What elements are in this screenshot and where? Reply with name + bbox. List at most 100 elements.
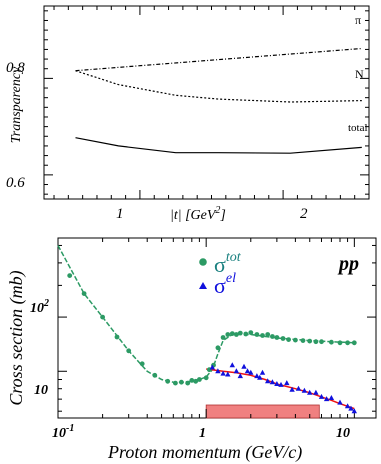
point-el bbox=[278, 381, 284, 387]
ytick-label-10: 10 bbox=[34, 383, 48, 398]
cross-section-series bbox=[57, 245, 357, 414]
point-tot bbox=[337, 340, 343, 346]
point-tot bbox=[293, 337, 298, 343]
cross-section-yticklabels: 102 10 bbox=[30, 298, 49, 398]
point-tot bbox=[139, 361, 145, 367]
momentum-band bbox=[205, 404, 320, 419]
point-el bbox=[269, 379, 276, 385]
series-line-pi bbox=[75, 47, 362, 72]
point-tot bbox=[274, 335, 280, 340]
xtick-label-1: 1 bbox=[199, 426, 206, 441]
point-el bbox=[301, 387, 308, 393]
point-tot bbox=[179, 379, 184, 385]
point-tot bbox=[215, 345, 221, 351]
legend-marker-tot bbox=[199, 258, 207, 266]
xtick-label-10: 10 bbox=[336, 426, 350, 441]
fit-tot-curve bbox=[57, 245, 355, 383]
point-tot bbox=[185, 380, 191, 386]
point-el bbox=[225, 371, 231, 377]
point-tot bbox=[329, 339, 334, 345]
legend-label-tot: σtot bbox=[214, 250, 242, 277]
point-el bbox=[215, 368, 221, 374]
point-tot bbox=[254, 332, 260, 337]
point-tot bbox=[225, 332, 231, 337]
point-tot bbox=[345, 340, 350, 346]
cross-section-xlabel: Proton momentum (GeV/c) bbox=[107, 442, 302, 463]
point-el bbox=[318, 393, 325, 399]
point-el bbox=[328, 395, 335, 400]
point-tot bbox=[220, 335, 226, 340]
point-tot bbox=[173, 380, 178, 386]
point-tot bbox=[126, 348, 132, 354]
series-line-total bbox=[75, 137, 362, 154]
transparency-xticklabels: 1 2 bbox=[116, 206, 308, 222]
point-tot bbox=[234, 332, 239, 337]
point-el bbox=[244, 368, 251, 374]
shaded-band bbox=[205, 404, 320, 419]
series-label-n: N bbox=[355, 67, 364, 81]
point-el bbox=[237, 373, 243, 379]
series-label-pi: π bbox=[355, 13, 361, 27]
point-tot bbox=[286, 337, 291, 342]
point-tot bbox=[203, 375, 209, 381]
point-el bbox=[337, 399, 343, 405]
point-tot bbox=[193, 378, 199, 384]
transparency-series bbox=[75, 47, 362, 154]
point-tot bbox=[248, 330, 254, 335]
pp-label: pp bbox=[337, 253, 359, 275]
point-tot bbox=[197, 377, 202, 382]
ytick-label-100: 102 bbox=[30, 298, 49, 316]
point-tot bbox=[189, 378, 195, 383]
transparency-ticks bbox=[44, 6, 369, 199]
transparency-ylabel: Transparency bbox=[9, 66, 24, 143]
point-tot bbox=[243, 331, 249, 337]
point-tot bbox=[351, 340, 357, 346]
point-tot bbox=[165, 378, 171, 384]
point-el bbox=[284, 380, 290, 386]
point-el bbox=[229, 362, 235, 368]
point-tot bbox=[313, 339, 319, 345]
series-label-total: total bbox=[348, 122, 368, 134]
point-tot bbox=[152, 372, 158, 378]
xtick-label: 1 bbox=[116, 206, 124, 222]
point-el bbox=[254, 373, 260, 379]
legend-label-el: σel bbox=[214, 271, 236, 298]
point-el bbox=[257, 374, 263, 380]
point-el bbox=[323, 396, 330, 402]
transparency-series-labels: π N total bbox=[348, 13, 368, 134]
xtick-label: 2 bbox=[300, 206, 308, 222]
point-el bbox=[220, 370, 226, 376]
point-tot bbox=[265, 332, 271, 337]
point-tot bbox=[300, 338, 306, 343]
point-tot bbox=[260, 333, 265, 338]
point-tot bbox=[81, 291, 87, 296]
legend-marker-el bbox=[199, 282, 207, 289]
point-el bbox=[313, 389, 319, 395]
point-tot bbox=[280, 336, 286, 341]
transparency-plot-frame bbox=[43, 5, 370, 200]
transparency-chart: Transparency 0.6 0.8 1 2 |t| [GeV2] π N … bbox=[6, 5, 370, 223]
point-el bbox=[344, 403, 351, 409]
point-tot bbox=[270, 334, 275, 339]
point-el bbox=[274, 381, 280, 386]
ytick-label: 0.8 bbox=[6, 60, 25, 76]
point-tot bbox=[67, 273, 73, 278]
legend: σtot σel bbox=[199, 250, 242, 298]
point-el bbox=[348, 405, 354, 411]
point-tot bbox=[100, 314, 105, 320]
transparency-xlabel: |t| [GeV2] bbox=[170, 205, 226, 223]
point-el bbox=[233, 368, 240, 374]
cross-section-chart: pp σtot σel Cross section (mb) 102 10 10… bbox=[6, 237, 377, 463]
point-el bbox=[248, 369, 254, 375]
point-el bbox=[241, 363, 247, 369]
point-tot bbox=[237, 330, 243, 336]
point-tot bbox=[307, 338, 313, 344]
point-tot bbox=[229, 331, 235, 336]
point-tot bbox=[319, 339, 324, 345]
series-line-n bbox=[75, 70, 362, 103]
cross-section-ylabel: Cross section (mb) bbox=[6, 270, 27, 405]
point-el bbox=[351, 408, 357, 414]
point-tot bbox=[114, 334, 120, 340]
point-el bbox=[259, 369, 266, 375]
